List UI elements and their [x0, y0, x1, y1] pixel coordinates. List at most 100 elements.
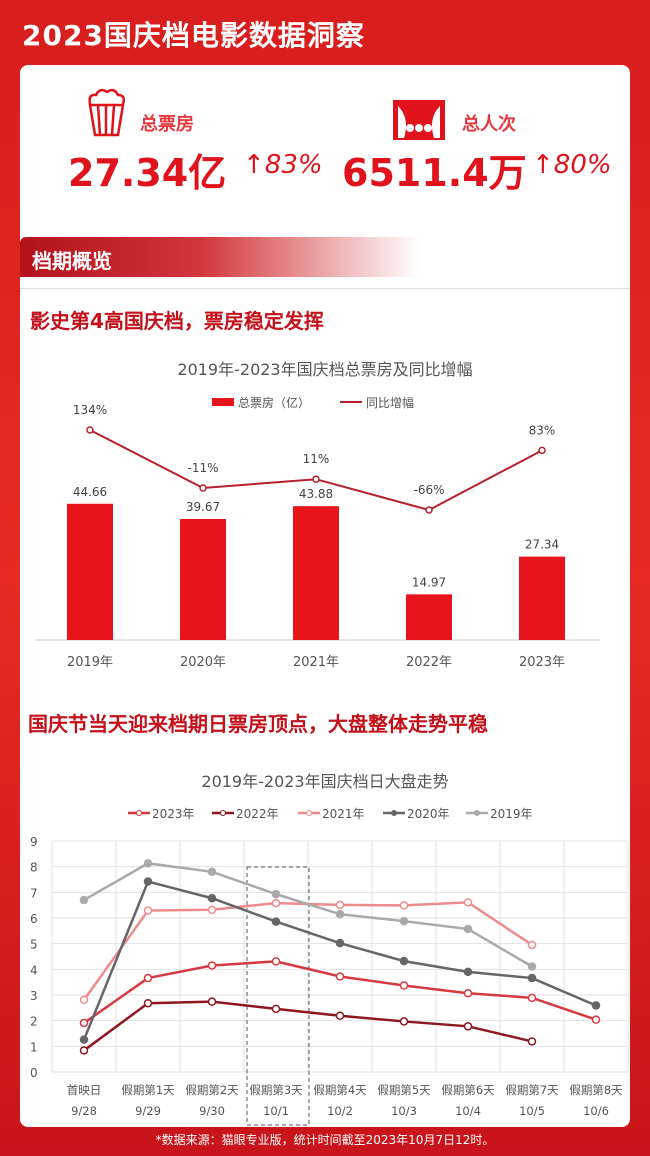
admissions-label: 总人次 — [462, 114, 516, 135]
bar-label: 14.97 — [412, 575, 446, 589]
data-point — [399, 916, 409, 926]
data-point — [143, 877, 153, 886]
y-tick-label: 9 — [30, 835, 38, 849]
data-point — [399, 956, 409, 966]
x-tick-date: 10/2 — [327, 1104, 353, 1118]
data-point — [335, 909, 345, 919]
data-point — [399, 981, 409, 990]
y-tick-label: 2 — [30, 1015, 38, 1029]
x-tick-label: 首映日 — [67, 1083, 102, 1097]
growth-label: -66% — [413, 483, 444, 497]
x-tick-label: 2023年 — [519, 655, 565, 670]
headline-1: 影史第4高国庆档，票房稳定发挥 — [30, 309, 324, 333]
legend-label: 2021年 — [322, 807, 365, 821]
theater-icon — [393, 100, 445, 140]
legend-marker — [220, 810, 226, 816]
chart2-title: 2019年-2023年国庆档日大盘走势 — [201, 772, 449, 791]
data-point — [79, 995, 89, 1005]
legend-label: 2019年 — [490, 807, 533, 821]
x-tick-label: 2020年 — [180, 655, 226, 670]
data-point — [143, 906, 153, 915]
x-tick-label: 假期第8天 — [569, 1083, 623, 1097]
data-point — [79, 1046, 89, 1055]
bar-label: 39.67 — [186, 500, 220, 514]
y-tick-label: 0 — [30, 1066, 38, 1080]
bar-label: 27.34 — [525, 538, 559, 552]
growth-point — [312, 475, 320, 483]
x-tick-label: 假期第6天 — [441, 1083, 495, 1097]
legend-marker — [306, 810, 312, 816]
section-title: 档期概览 — [20, 237, 420, 277]
data-point — [207, 997, 217, 1006]
x-tick-date: 9/28 — [71, 1104, 97, 1118]
x-tick-label: 假期第5天 — [377, 1083, 431, 1097]
data-point — [335, 1011, 345, 1021]
data-point — [79, 1018, 89, 1028]
page-title: 2023国庆档电影数据洞察 — [22, 19, 365, 52]
bar — [180, 519, 226, 640]
bar — [293, 506, 339, 640]
data-point — [399, 901, 409, 910]
bar — [519, 556, 565, 640]
x-tick-label: 假期第3天 — [249, 1083, 303, 1097]
admissions-value: 6511.4万 — [342, 151, 527, 195]
series-line-2022年 — [83, 1000, 533, 1052]
headline-2: 国庆节当天迎来档期日票房顶点，大盘整体走势平稳 — [28, 712, 488, 736]
data-point — [527, 940, 537, 950]
data-point — [463, 924, 473, 934]
y-tick-label: 7 — [30, 886, 38, 900]
popcorn-icon — [88, 88, 126, 137]
data-point — [79, 895, 89, 905]
data-point — [143, 998, 153, 1008]
y-tick-label: 1 — [30, 1040, 38, 1054]
data-point — [79, 1035, 89, 1044]
data-point — [271, 889, 281, 899]
data-point — [143, 859, 153, 868]
y-tick-label: 4 — [30, 963, 38, 977]
y-tick-label: 8 — [30, 861, 38, 875]
data-point — [335, 972, 345, 981]
data-point — [335, 938, 345, 948]
x-tick-date: 10/6 — [583, 1104, 609, 1118]
data-point — [399, 1017, 409, 1026]
series-line-2019年 — [83, 862, 533, 968]
data-point — [207, 867, 217, 877]
x-tick-label: 假期第2天 — [185, 1083, 239, 1097]
x-tick-label: 2022年 — [406, 655, 452, 670]
bar — [406, 594, 452, 640]
highlight-box — [246, 866, 310, 1126]
data-point — [463, 967, 473, 977]
box-office-change: ↑83% — [243, 150, 323, 180]
legend-swatch-bar — [212, 398, 234, 406]
chart1-title: 2019年-2023年国庆档总票房及同比增幅 — [177, 360, 473, 379]
x-tick-date: 10/5 — [519, 1104, 545, 1118]
x-tick-date: 9/29 — [135, 1104, 161, 1118]
data-point — [335, 900, 345, 910]
source-note: *数据来源：猫眼专业版，统计时间截至2023年10月7日12时。 — [155, 1133, 495, 1147]
data-point — [463, 1022, 473, 1031]
x-tick-date: 9/30 — [199, 1104, 225, 1118]
admissions-change: ↑80% — [532, 150, 612, 180]
legend-label-bar: 总票房（亿） — [238, 395, 310, 410]
legend-marker — [391, 810, 397, 816]
legend-marker — [136, 810, 142, 816]
growth-label: 83% — [529, 423, 556, 437]
growth-point — [86, 426, 94, 434]
divider — [20, 288, 630, 289]
data-point — [463, 898, 473, 907]
data-point — [271, 898, 281, 908]
data-point — [591, 1015, 601, 1024]
x-tick-label: 假期第7天 — [505, 1083, 559, 1097]
y-tick-label: 3 — [30, 989, 38, 1003]
legend-marker — [474, 810, 480, 816]
x-tick-date: 10/1 — [263, 1104, 289, 1118]
data-point — [527, 1037, 537, 1046]
y-tick-label: 5 — [30, 938, 38, 952]
legend-label: 2020年 — [407, 807, 450, 821]
box-office-label: 总票房 — [140, 114, 194, 135]
legend-label: 2022年 — [236, 807, 279, 821]
legend-label: 2023年 — [152, 807, 195, 821]
